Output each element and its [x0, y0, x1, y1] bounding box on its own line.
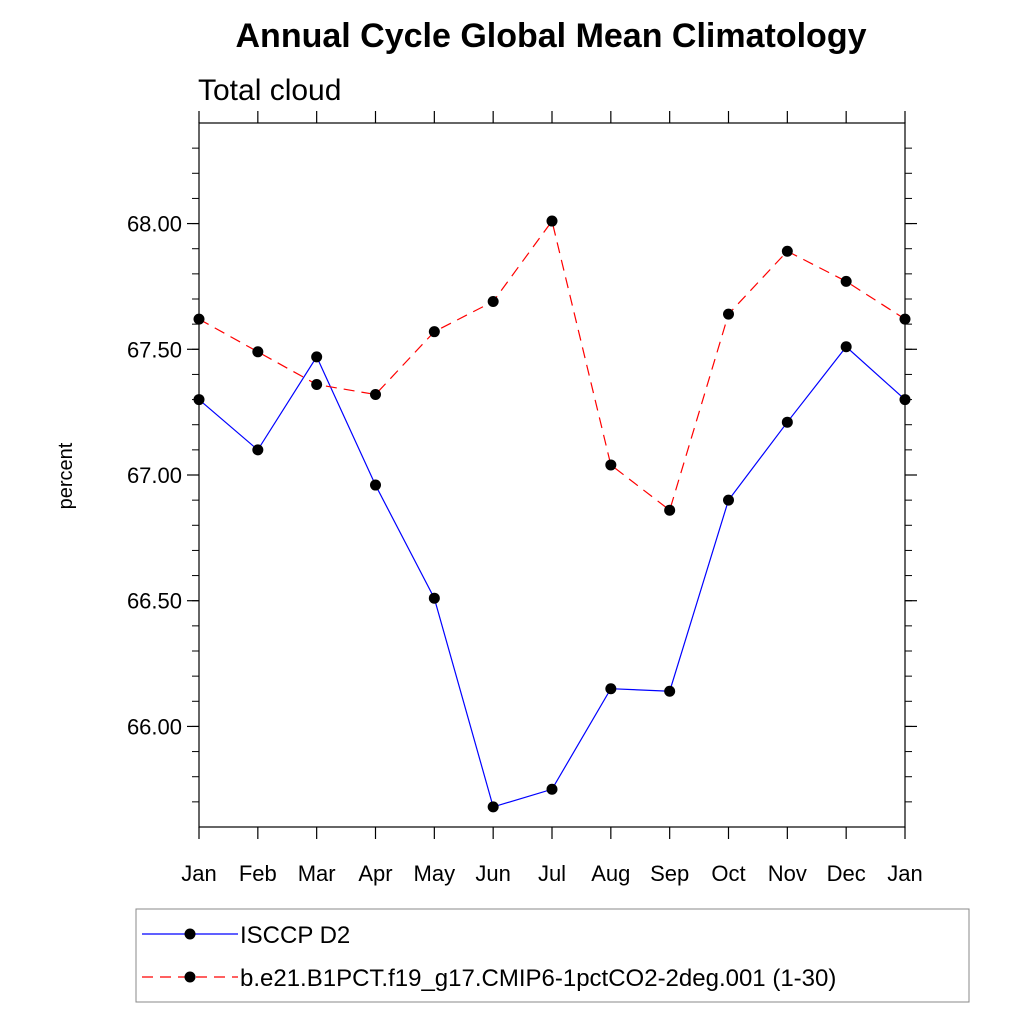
x-tick-label: Nov [768, 861, 807, 886]
x-tick-label: Jul [538, 861, 566, 886]
data-point-cmip6 [370, 389, 381, 401]
data-point-cmip6 [899, 313, 911, 325]
y-tick-label: 67.00 [127, 463, 182, 488]
chart-subtitle: Total cloud [198, 74, 341, 107]
x-tick-label: Jan [181, 861, 216, 886]
y-tick-label: 68.00 [127, 212, 182, 237]
x-tick-label: Jun [475, 861, 510, 886]
plot-frame [198, 122, 906, 828]
data-point-isccp [605, 683, 617, 695]
x-tick-label: Oct [711, 861, 745, 886]
data-point-isccp [899, 394, 911, 406]
data-point-isccp [428, 592, 440, 604]
chart-title: Annual Cycle Global Mean Climatology [236, 17, 867, 55]
data-point-isccp [487, 801, 499, 813]
legend-frame [135, 908, 970, 1003]
legend-label-cmip6: b.e21.B1PCT.f19_g17.CMIP6-1pctCO2-2deg.0… [240, 965, 836, 992]
data-point-isccp [840, 341, 852, 353]
series-line-isccp [198, 345, 906, 808]
legend-marker-cmip6 [184, 971, 196, 983]
y-tick-label: 66.50 [127, 589, 182, 614]
x-tick-label: May [414, 861, 456, 886]
data-point-cmip6 [193, 313, 205, 325]
data-point-isccp [370, 479, 381, 491]
x-tick-label: Apr [358, 861, 392, 886]
data-point-cmip6 [487, 296, 499, 308]
x-tick-labels: Jan Feb Mar Apr May Jun Jul Aug Sep Oct Nov Dec Jan [181, 861, 922, 886]
data-point-cmip6 [252, 346, 264, 358]
major-ticks [187, 111, 917, 839]
x-tick-label: Mar [298, 861, 336, 886]
x-tick-label: Aug [591, 861, 630, 886]
y-tick-label: 67.50 [127, 337, 182, 362]
x-tick-label: Dec [827, 861, 866, 886]
legend-marker-isccp [184, 928, 196, 940]
series-line-cmip6 [198, 219, 906, 512]
data-point-cmip6 [546, 215, 558, 227]
x-tick-label: Feb [239, 861, 277, 886]
data-point-isccp [546, 783, 558, 795]
data-point-cmip6 [605, 459, 617, 471]
data-point-isccp [252, 444, 264, 456]
data-point-isccp [723, 494, 734, 506]
data-point-isccp [664, 685, 676, 697]
data-point-cmip6 [840, 275, 852, 287]
x-tick-label: Sep [650, 861, 689, 886]
minor-ticks [192, 147, 912, 803]
data-point-isccp [781, 416, 793, 428]
legend-label-isccp: ISCCP D2 [240, 922, 350, 949]
data-point-isccp [311, 351, 323, 363]
data-point-cmip6 [664, 504, 676, 516]
data-point-cmip6 [311, 378, 323, 390]
data-point-cmip6 [428, 326, 440, 338]
y-tick-labels: 66.00 66.50 67.00 67.50 68.00 [127, 212, 182, 740]
legend: ISCCP D2 b.e21.B1PCT.f19_g17.CMIP6-1pctC… [135, 908, 970, 1003]
data-point-isccp [193, 394, 205, 406]
x-tick-label: Jan [887, 861, 922, 886]
series-group [193, 215, 911, 813]
y-tick-label: 66.00 [127, 714, 182, 739]
y-axis-label: percent [55, 442, 77, 509]
data-point-cmip6 [723, 308, 734, 320]
data-point-cmip6 [781, 245, 793, 257]
